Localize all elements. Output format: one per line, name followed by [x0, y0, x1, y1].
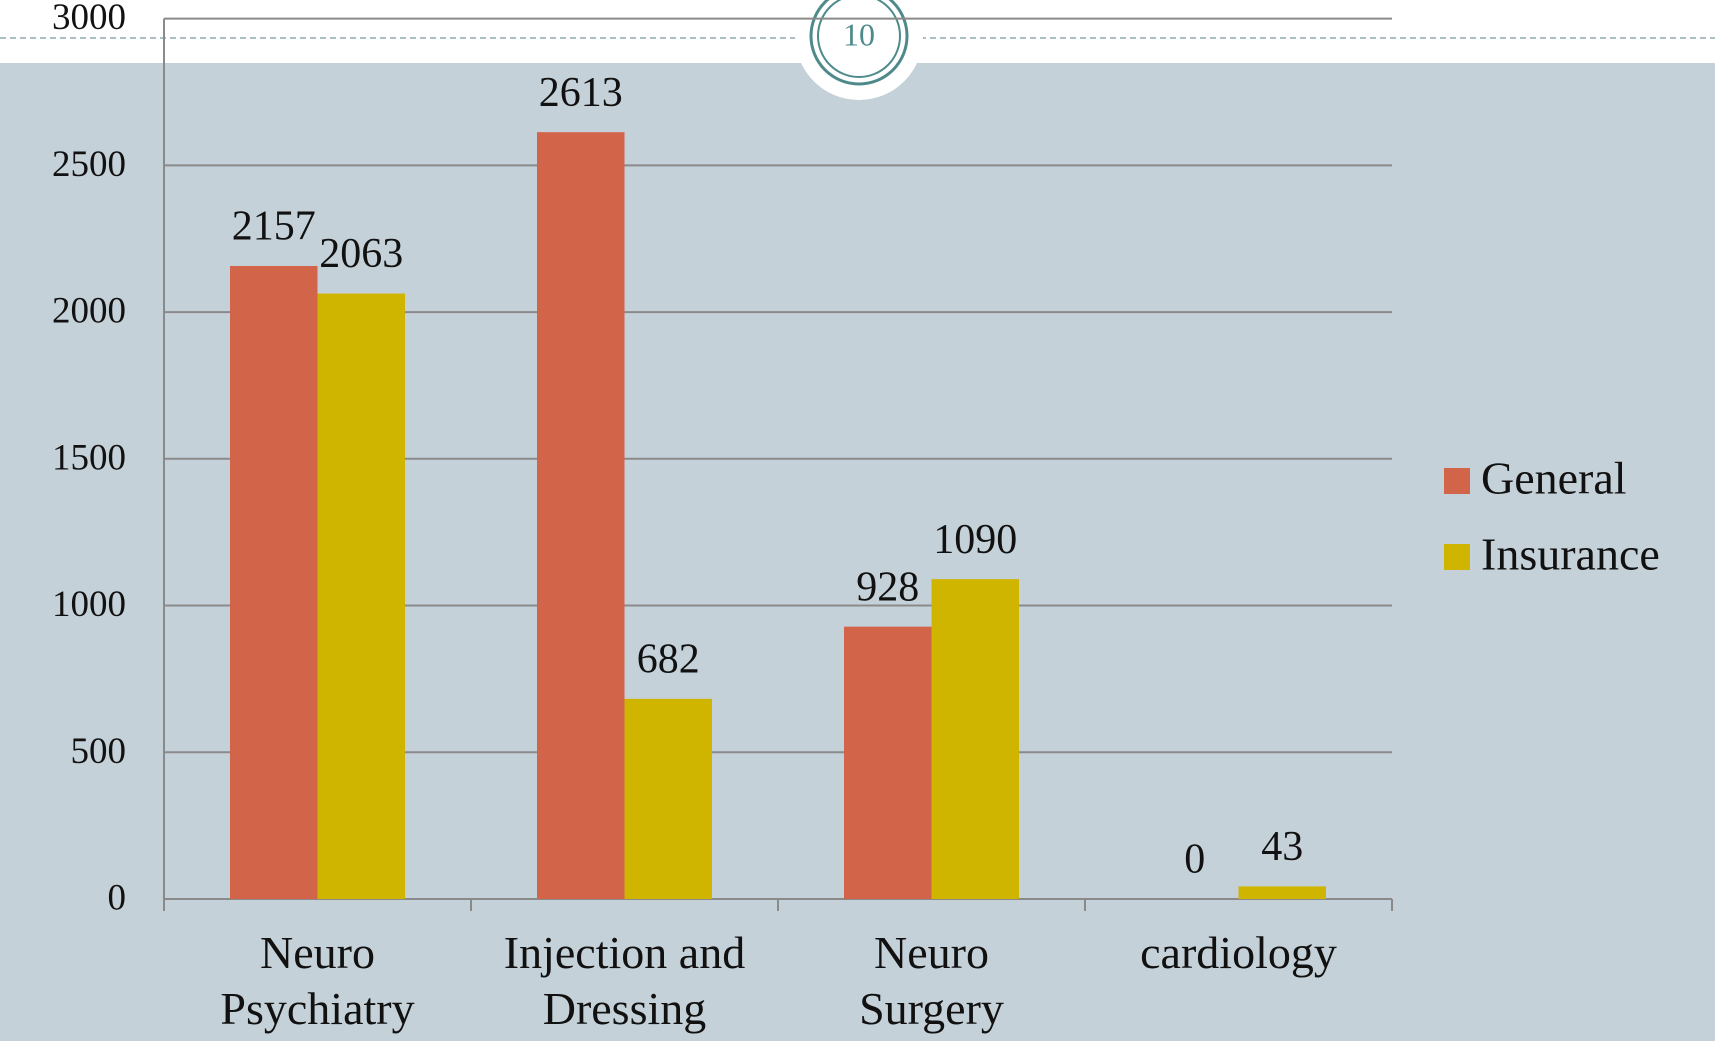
value-label: 2613 — [539, 70, 623, 116]
legend-label: General — [1481, 453, 1627, 504]
value-label: 43 — [1261, 824, 1303, 870]
value-label: 2063 — [319, 231, 403, 277]
y-tick-label: 1000 — [52, 584, 126, 625]
slide-badge-ring — [809, 0, 909, 86]
y-tick-label: 1500 — [52, 437, 126, 478]
x-tick-label: Injection and Dressing — [504, 927, 745, 1034]
y-tick-label: 500 — [71, 731, 127, 772]
slide-number: 10 — [843, 16, 875, 52]
value-label: 0 — [1184, 837, 1205, 883]
slide-badge-ring — [817, 0, 901, 78]
x-tick-label: cardiology — [1140, 927, 1337, 978]
legend-swatch — [1444, 468, 1470, 494]
bar — [931, 579, 1019, 899]
y-tick-label: 2500 — [52, 144, 126, 185]
bar — [537, 132, 625, 899]
value-label: 928 — [856, 564, 919, 610]
bar — [844, 626, 932, 899]
y-tick-label: 3000 — [52, 0, 126, 38]
x-tick-label: Neuro Surgery — [859, 927, 1004, 1034]
value-label: 2157 — [232, 204, 316, 250]
value-label: 1090 — [933, 517, 1017, 563]
y-tick-label: 0 — [108, 877, 127, 918]
bar — [1238, 886, 1326, 899]
legend-swatch — [1444, 544, 1470, 570]
bar — [230, 265, 318, 899]
bar — [317, 293, 405, 900]
x-tick-label: Neuro Psychiatry — [220, 927, 414, 1034]
slide-badge — [795, 0, 923, 100]
value-label: 682 — [637, 636, 700, 682]
y-tick-label: 2000 — [52, 291, 126, 332]
bar — [624, 698, 712, 899]
legend-label: Insurance — [1481, 529, 1660, 580]
